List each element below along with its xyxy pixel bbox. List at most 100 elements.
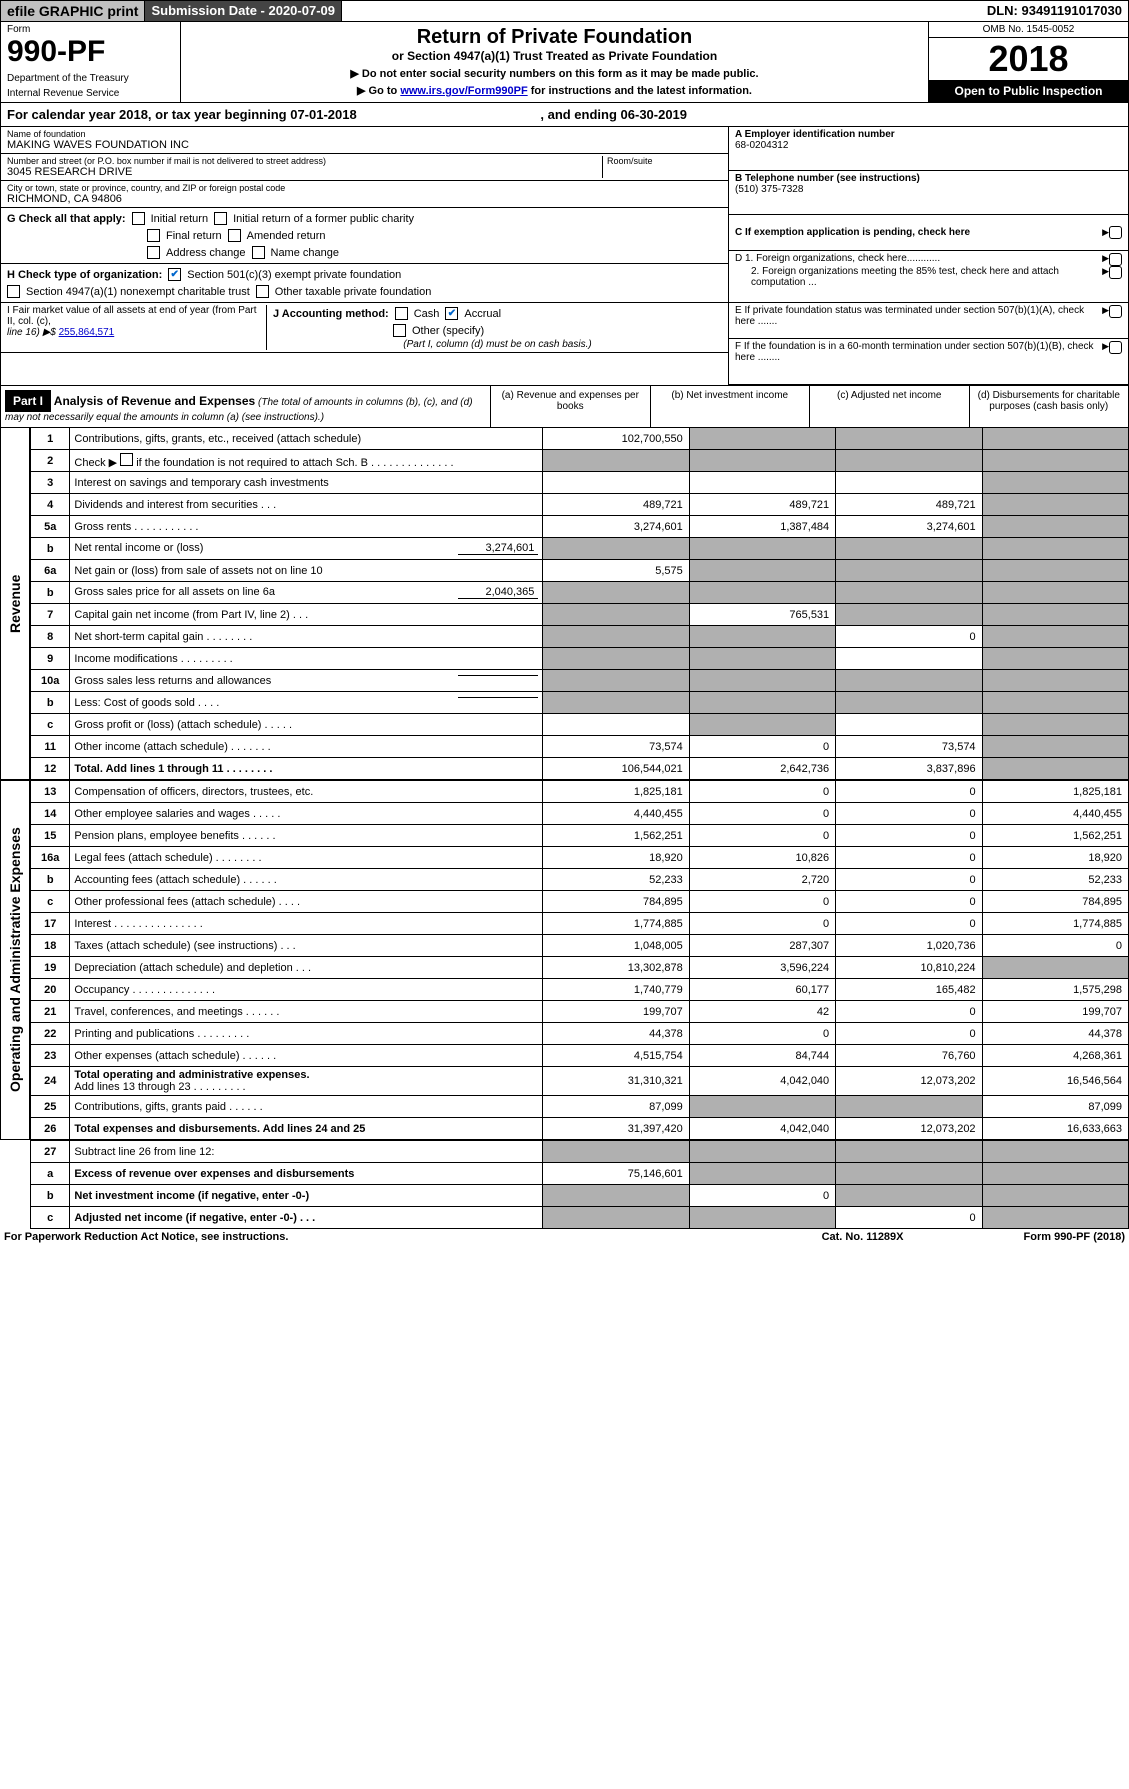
checkbox-name-change[interactable] [252, 246, 265, 259]
table-row: 27Subtract line 26 from line 12: [31, 1141, 1129, 1163]
checkbox-f[interactable] [1109, 341, 1122, 354]
foundation-name: MAKING WAVES FOUNDATION INC [7, 139, 722, 151]
table-row: bLess: Cost of goods sold . . . . [31, 692, 1129, 714]
checkbox-d2[interactable] [1109, 266, 1122, 279]
checkbox-c[interactable] [1109, 226, 1122, 239]
top-bar: efile GRAPHIC print Submission Date - 20… [0, 0, 1129, 22]
table-row: 16aLegal fees (attach schedule) . . . . … [31, 847, 1129, 869]
table-row: 20Occupancy . . . . . . . . . . . . . .1… [31, 979, 1129, 1001]
table-row: 22Printing and publications . . . . . . … [31, 1023, 1129, 1045]
tax-year: 2018 [929, 38, 1128, 80]
info-grid: Name of foundation MAKING WAVES FOUNDATI… [0, 127, 1129, 385]
table-row: 17Interest . . . . . . . . . . . . . . .… [31, 913, 1129, 935]
table-row: 24Total operating and administrative exp… [31, 1067, 1129, 1096]
checkbox-amended-return[interactable] [228, 229, 241, 242]
table-row: 23Other expenses (attach schedule) . . .… [31, 1045, 1129, 1067]
checkbox-cash[interactable] [395, 307, 408, 320]
phone-value: (510) 375-7328 [735, 184, 1122, 195]
checkbox-other-taxable[interactable] [256, 285, 269, 298]
revenue-section: Revenue 1Contributions, gifts, grants, e… [0, 427, 1129, 780]
note-ssn: ▶ Do not enter social security numbers o… [191, 67, 918, 80]
table-row: 7Capital gain net income (from Part IV, … [31, 604, 1129, 626]
table-row: bNet rental income or (loss) 3,274,601 [31, 538, 1129, 560]
table-row: 13Compensation of officers, directors, t… [31, 781, 1129, 803]
room-label: Room/suite [607, 156, 722, 166]
table-row: 9Income modifications . . . . . . . . . [31, 648, 1129, 670]
f-label: F If the foundation is in a 60-month ter… [735, 341, 1102, 382]
dln: DLN: 93491191017030 [981, 1, 1128, 21]
table-row: 15Pension plans, employee benefits . . .… [31, 825, 1129, 847]
j-note: (Part I, column (d) must be on cash basi… [273, 339, 722, 350]
footer: For Paperwork Reduction Act Notice, see … [0, 1229, 1129, 1245]
table-row: cAdjusted net income (if negative, enter… [31, 1207, 1129, 1229]
table-row: bAccounting fees (attach schedule) . . .… [31, 869, 1129, 891]
checkbox-other-method[interactable] [393, 324, 406, 337]
form-title: Return of Private Foundation [191, 26, 918, 49]
checkbox-final-return[interactable] [147, 229, 160, 242]
table-row: 3Interest on savings and temporary cash … [31, 472, 1129, 494]
checkbox-4947[interactable] [7, 285, 20, 298]
table-row: bGross sales price for all assets on lin… [31, 582, 1129, 604]
table-row: 12Total. Add lines 1 through 11 . . . . … [31, 758, 1129, 780]
part1-badge: Part I [5, 390, 51, 412]
col-b-header: (b) Net investment income [651, 386, 811, 427]
d1-label: D 1. Foreign organizations, check here..… [735, 253, 1102, 266]
table-row: 21Travel, conferences, and meetings . . … [31, 1001, 1129, 1023]
c-label: C If exemption application is pending, c… [735, 227, 1102, 238]
line27-table: 27Subtract line 26 from line 12: aExcess… [30, 1140, 1129, 1229]
i-label: I Fair market value of all assets at end… [7, 305, 257, 327]
table-row: bNet investment income (if negative, ent… [31, 1185, 1129, 1207]
table-row: aExcess of revenue over expenses and dis… [31, 1163, 1129, 1185]
expenses-side-label: Operating and Administrative Expenses [0, 780, 30, 1140]
checkbox-accrual[interactable] [445, 307, 458, 320]
e-label: E If private foundation status was termi… [735, 305, 1102, 336]
expenses-table: 13Compensation of officers, directors, t… [30, 780, 1129, 1140]
checkbox-501c3[interactable] [168, 268, 181, 281]
expenses-section: Operating and Administrative Expenses 13… [0, 780, 1129, 1140]
arrow-icon [1102, 227, 1109, 238]
table-row: 6aNet gain or (loss) from sale of assets… [31, 560, 1129, 582]
col-a-header: (a) Revenue and expenses per books [491, 386, 651, 427]
irs-link[interactable]: www.irs.gov/Form990PF [400, 85, 527, 97]
footer-formname: Form 990-PF (2018) [1024, 1231, 1125, 1243]
efile-print-button[interactable]: efile GRAPHIC print [1, 1, 145, 21]
col-d-header: (d) Disbursements for charitable purpose… [970, 386, 1129, 427]
table-row: cGross profit or (loss) (attach schedule… [31, 714, 1129, 736]
submission-date: Submission Date - 2020-07-09 [145, 1, 342, 21]
table-row: 25Contributions, gifts, grants paid . . … [31, 1096, 1129, 1118]
form-number: 990-PF [7, 35, 174, 69]
table-row: 18Taxes (attach schedule) (see instructi… [31, 935, 1129, 957]
note-goto: ▶ Go to www.irs.gov/Form990PF for instru… [191, 84, 918, 97]
table-row: 4Dividends and interest from securities … [31, 494, 1129, 516]
footer-catno: Cat. No. 11289X [822, 1231, 904, 1243]
city-state-zip: RICHMOND, CA 94806 [7, 193, 722, 205]
addr-label: Number and street (or P.O. box number if… [7, 156, 602, 166]
g-label: G Check all that apply: [7, 213, 126, 225]
revenue-table: 1Contributions, gifts, grants, etc., rec… [30, 427, 1129, 780]
table-row: 19Depreciation (attach schedule) and dep… [31, 957, 1129, 979]
table-row: 1Contributions, gifts, grants, etc., rec… [31, 428, 1129, 450]
checkbox-e[interactable] [1109, 305, 1122, 318]
table-row: 26Total expenses and disbursements. Add … [31, 1118, 1129, 1140]
checkbox-address-change[interactable] [147, 246, 160, 259]
dept-treasury: Department of the Treasury [7, 73, 174, 84]
checkbox-d1[interactable] [1109, 253, 1122, 266]
ein-value: 68-0204312 [735, 140, 1122, 151]
checkbox-initial-former[interactable] [214, 212, 227, 225]
city-label: City or town, state or province, country… [7, 183, 722, 193]
table-row: cOther professional fees (attach schedul… [31, 891, 1129, 913]
footer-paperwork: For Paperwork Reduction Act Notice, see … [4, 1231, 288, 1243]
checkbox-sch-b[interactable] [120, 453, 133, 466]
part1-title: Analysis of Revenue and Expenses [54, 394, 255, 408]
a-label: A Employer identification number [735, 129, 1122, 140]
b-label: B Telephone number (see instructions) [735, 173, 1122, 184]
table-row: 2Check ▶ if the foundation is not requir… [31, 450, 1129, 472]
dept-irs: Internal Revenue Service [7, 88, 174, 99]
checkbox-initial-return[interactable] [132, 212, 145, 225]
calendar-year-row: For calendar year 2018, or tax year begi… [0, 103, 1129, 127]
name-label: Name of foundation [7, 129, 722, 139]
table-row: 8Net short-term capital gain . . . . . .… [31, 626, 1129, 648]
omb-number: OMB No. 1545-0052 [929, 22, 1128, 38]
fmv-value: 255,864,571 [59, 327, 115, 338]
street-address: 3045 RESEARCH DRIVE [7, 166, 602, 178]
